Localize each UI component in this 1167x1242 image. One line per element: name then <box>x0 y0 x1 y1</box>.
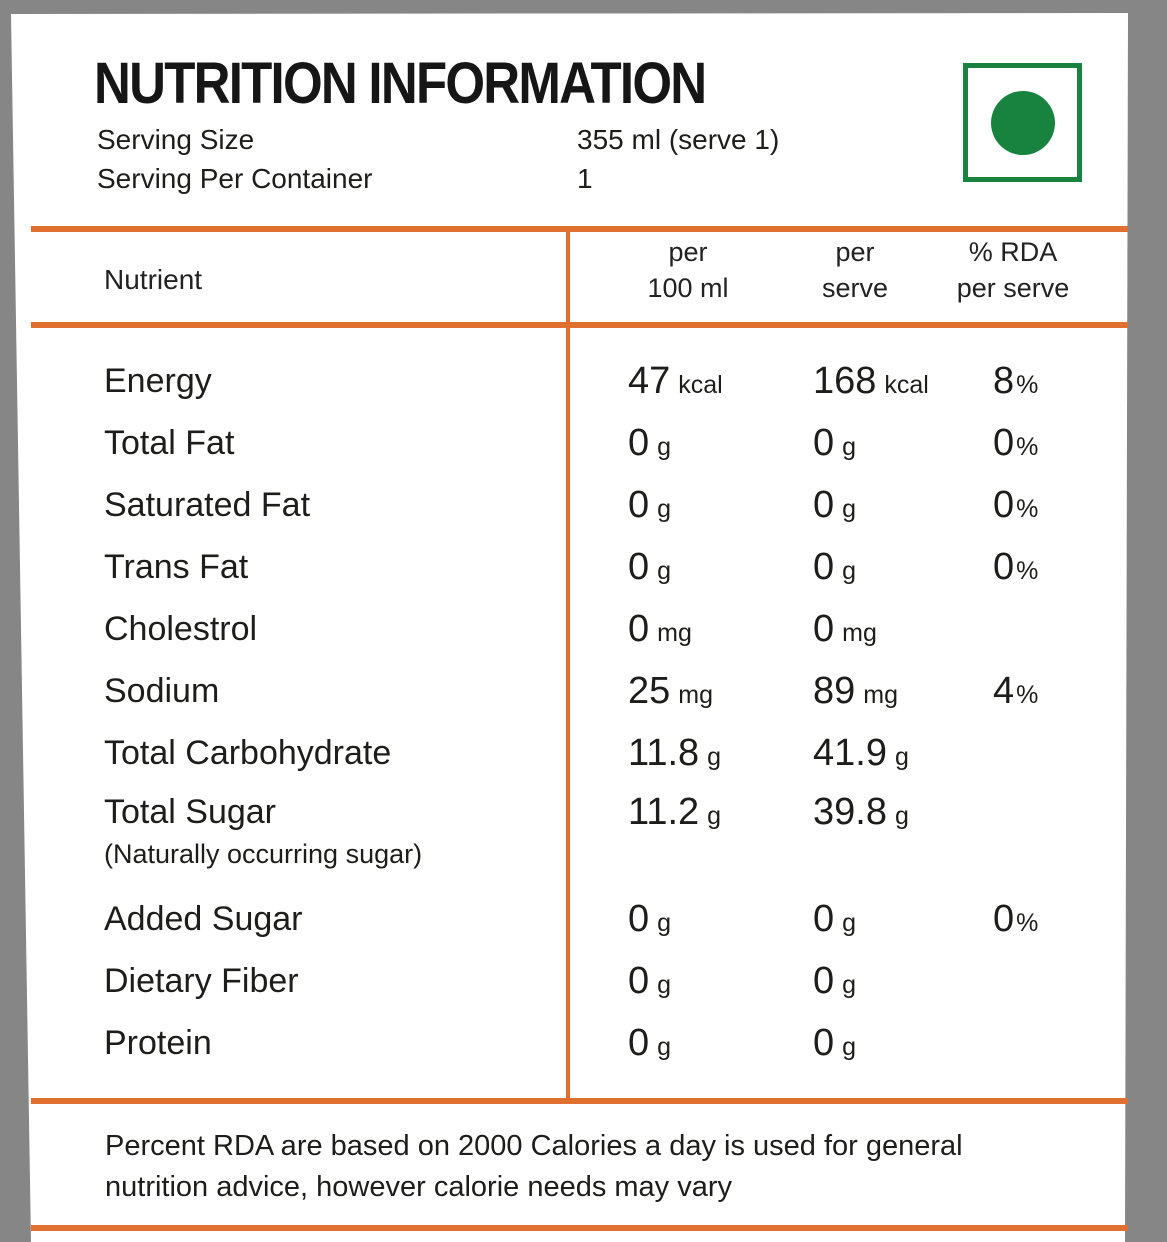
table-row-energy: Energy 47 kcal 168 kcal 8% <box>16 350 1128 412</box>
rda-line1: % RDA <box>968 237 1058 267</box>
footer-bottom-rule <box>31 1225 1128 1231</box>
column-header-nutrient: Nutrient <box>104 264 203 295</box>
rda-disclaimer-line2: nutrition advice, however calorie needs … <box>105 1171 733 1203</box>
rda-value: 0% <box>993 483 1039 526</box>
table-row-sodium: Sodium 25 mg 89 mg 4% <box>16 660 1128 722</box>
column-divider-rule <box>566 226 570 1104</box>
per-serve-value: 168 kcal <box>813 359 929 402</box>
page-title: NUTRITION INFORMATION <box>94 51 707 116</box>
rda-line2: per serve <box>956 273 1070 303</box>
per-100ml-value: 11.2 g <box>628 791 722 833</box>
per-100ml-value: 47 kcal <box>628 359 723 402</box>
serving-size-row: Serving Size 355 ml (serve 1) <box>97 120 897 159</box>
serving-per-container-row: Serving Per Container 1 <box>97 159 897 198</box>
serving-size-label: Serving Size <box>97 124 255 155</box>
vegetarian-dot <box>990 90 1055 155</box>
row-sublabel: (Naturally occurring sugar) <box>104 839 423 869</box>
row-label: Sodium <box>104 671 220 710</box>
serving-per-container-label: Serving Per Container <box>97 163 373 194</box>
header-bottom-rule <box>31 322 1128 328</box>
column-header-per-serve: per serve <box>745 234 965 306</box>
table-row-cholestrol: Cholestrol 0 mg 0 mg <box>16 598 1128 660</box>
row-label: Total Fat <box>104 423 235 462</box>
serving-size-value: 355 ml (serve 1) <box>577 124 780 155</box>
per-serve-line2: serve <box>821 273 889 303</box>
per-100ml-line1: per <box>668 237 708 267</box>
rda-value: 0% <box>993 897 1039 940</box>
rda-value <box>993 784 1128 790</box>
vegetarian-mark-icon <box>963 63 1082 182</box>
row-label: Cholestrol <box>104 609 258 648</box>
per-100ml-value: 25 mg <box>628 669 714 712</box>
per-serve-value: 89 mg <box>813 669 899 712</box>
row-label: Saturated Fat <box>104 485 311 524</box>
per-serve-value: 0 mg <box>813 607 877 650</box>
row-label: Total Carbohydrate <box>104 733 392 772</box>
row-label: Trans Fat <box>104 547 249 586</box>
rda-value: 4% <box>993 669 1039 712</box>
per-serve-value: 41.9 g <box>813 731 909 774</box>
row-label: Protein <box>104 1023 212 1062</box>
table-row-total-carbohydrate: Total Carbohydrate 11.8 g 41.9 g <box>16 722 1128 784</box>
rda-disclaimer: Percent RDA are based on 2000 Calories a… <box>105 1126 1045 1208</box>
row-label: Energy <box>104 361 212 400</box>
rda-disclaimer-line1: Percent RDA are based on 2000 Calories a… <box>105 1130 963 1162</box>
table-top-rule <box>31 226 1128 232</box>
serving-info: Serving Size 355 ml (serve 1) Serving Pe… <box>97 120 897 198</box>
per-100ml-line2: 100 ml <box>647 273 729 303</box>
rda-value: 8% <box>993 359 1039 402</box>
per-serve-value: 39.8 g <box>813 791 909 833</box>
table-row-total-sugar: Total Sugar (Naturally occurring sugar) … <box>16 784 1128 888</box>
row-label: Total Sugar <box>104 793 276 831</box>
per-100ml-value: 0 mg <box>628 607 692 650</box>
rda-value: 0% <box>993 421 1039 464</box>
row-label: Added Sugar <box>104 899 303 938</box>
table-bottom-rule <box>31 1098 1128 1104</box>
column-header-per-100ml: per 100 ml <box>578 234 798 306</box>
rda-value: 0% <box>993 545 1039 588</box>
column-header-rda: % RDA per serve <box>903 234 1123 306</box>
per-serve-line1: per <box>835 237 875 267</box>
per-100ml-value: 11.8 g <box>628 731 722 774</box>
serving-per-container-value: 1 <box>577 163 593 194</box>
row-label: Dietary Fiber <box>104 961 299 1000</box>
